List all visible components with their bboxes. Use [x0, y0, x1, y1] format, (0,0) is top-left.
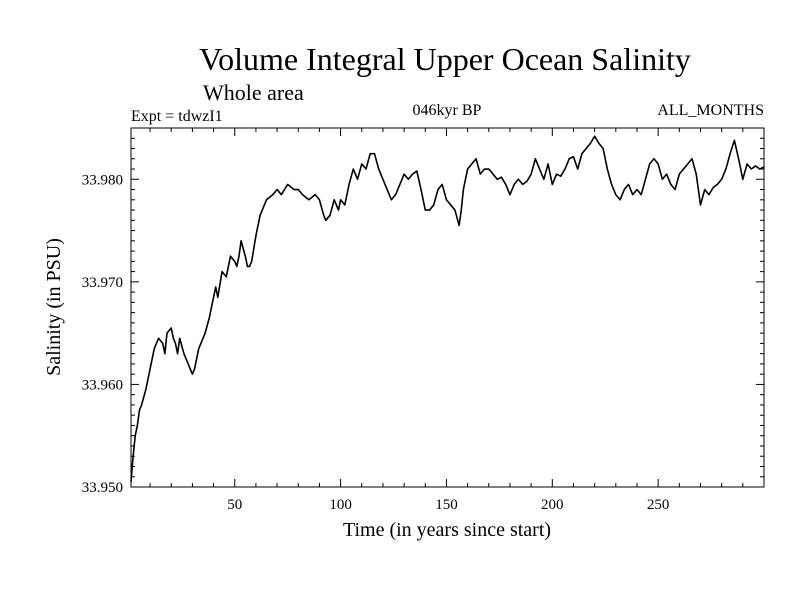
experiment-label: Expt = tdwzI1	[131, 108, 223, 125]
x-tick-label: 50	[227, 497, 242, 513]
period-label: 046kyr BP	[413, 102, 482, 119]
plot-frame	[130, 127, 765, 488]
months-label: ALL_MONTHS	[657, 102, 764, 119]
axis-ticks	[131, 128, 764, 487]
chart-title: Volume Integral Upper Ocean Salinity	[199, 41, 691, 77]
y-tick-label: 33.980	[82, 172, 123, 188]
x-tick-label: 200	[541, 497, 564, 513]
x-tick-label: 150	[435, 497, 458, 513]
data-series	[130, 135, 765, 482]
y-tick-label: 33.970	[82, 275, 123, 291]
x-tick-label: 250	[647, 497, 670, 513]
x-axis-label: Time (in years since start)	[343, 519, 551, 541]
y-axis-label: Salinity (in PSU)	[43, 238, 65, 376]
axis-tick-labels: 50 100 150 200 250 33.950 33.960 33.970 33.980	[82, 172, 670, 513]
chart-subtitle: Whole area	[203, 80, 304, 105]
series-line-salinity	[130, 135, 765, 482]
x-tick-label: 100	[329, 497, 352, 513]
y-tick-label: 33.960	[82, 377, 123, 393]
y-tick-label: 33.950	[82, 480, 123, 496]
